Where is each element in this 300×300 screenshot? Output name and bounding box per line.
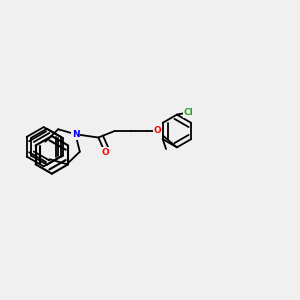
- Text: O: O: [153, 127, 161, 136]
- Text: Cl: Cl: [184, 109, 193, 118]
- Text: O: O: [101, 148, 109, 157]
- Text: N: N: [72, 130, 79, 139]
